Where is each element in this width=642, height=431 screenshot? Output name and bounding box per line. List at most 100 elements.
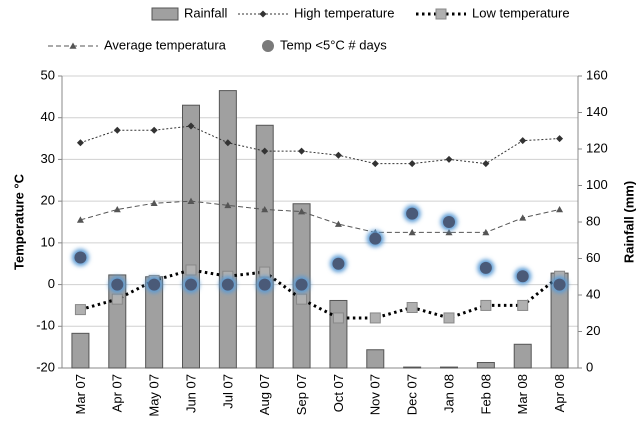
marker	[408, 228, 416, 236]
bar	[255, 124, 274, 369]
x-tick-label: Apr 07	[110, 374, 125, 412]
marker	[334, 151, 342, 159]
marker	[479, 261, 492, 274]
legend-marker	[435, 8, 447, 20]
legend-item: Low temperature	[416, 5, 570, 20]
marker	[295, 278, 308, 291]
marker	[443, 216, 455, 228]
y2-tick-label: 40	[586, 286, 600, 301]
marker	[150, 126, 158, 134]
marker	[556, 135, 564, 143]
y2-axis-title: Rainfall (mm)	[621, 181, 636, 263]
marker	[150, 199, 158, 207]
legend-label: Rainfall	[184, 5, 227, 20]
line	[80, 125, 560, 165]
legend-marker	[259, 10, 267, 18]
marker	[519, 214, 527, 221]
y-tick-label: 0	[48, 276, 55, 291]
marker	[74, 304, 86, 316]
y2-tick-label: 20	[586, 323, 600, 338]
marker	[258, 278, 271, 291]
legend-label: Average temperatura	[104, 37, 227, 52]
marker	[111, 293, 123, 305]
y-tick-label: -10	[36, 318, 55, 333]
marker	[298, 208, 306, 215]
series-line	[76, 197, 564, 236]
marker	[224, 139, 232, 147]
marker	[259, 266, 271, 278]
marker	[185, 278, 197, 291]
bar	[476, 362, 495, 369]
marker	[76, 139, 84, 147]
x-tick-label: Mar 07	[73, 374, 88, 414]
marker	[111, 278, 124, 291]
bar	[218, 90, 237, 369]
x-tick-label: Oct 07	[331, 374, 346, 412]
y-tick-label: 40	[41, 109, 55, 124]
marker	[556, 205, 564, 213]
y2-tick-label: 160	[586, 67, 608, 82]
y-tick-label: 50	[41, 67, 55, 82]
legend-swatch	[151, 7, 179, 21]
marker	[334, 220, 342, 227]
marker	[408, 160, 416, 168]
marker	[332, 257, 345, 270]
x-tick-label: Jan 08	[441, 374, 456, 413]
marker	[148, 278, 161, 291]
marker	[406, 302, 418, 314]
marker	[261, 205, 269, 213]
marker	[298, 147, 306, 155]
legend-item: Average temperatura	[48, 37, 227, 52]
bar	[403, 366, 422, 369]
y-tick-label: 30	[41, 151, 55, 166]
line	[80, 200, 560, 233]
bar	[440, 366, 458, 369]
marker	[519, 137, 527, 145]
marker	[187, 197, 195, 204]
x-tick-label: Apr 08	[552, 374, 567, 412]
legend-marker	[262, 40, 274, 52]
bar	[329, 299, 348, 369]
marker	[221, 278, 234, 291]
marker	[516, 270, 529, 283]
x-tick-label: Aug 07	[257, 374, 272, 415]
marker	[445, 228, 453, 236]
y-tick-label: 10	[41, 234, 55, 249]
marker	[371, 160, 379, 168]
y2-tick-label: 80	[586, 213, 600, 228]
legend-item: Rainfall	[151, 5, 227, 21]
y-tick-label: 20	[41, 193, 55, 208]
marker	[296, 293, 308, 305]
marker	[443, 312, 455, 324]
y-axis-title: Temperature °C	[11, 173, 26, 270]
marker	[76, 216, 84, 223]
marker	[187, 122, 195, 130]
y2-tick-label: 120	[586, 140, 608, 155]
marker	[185, 264, 197, 276]
legend-marker	[69, 42, 77, 49]
legend-item: High temperature	[238, 5, 394, 20]
y-tick-label: -20	[36, 359, 55, 374]
y2-tick-label: 140	[586, 104, 608, 119]
bar	[182, 104, 200, 369]
marker	[553, 278, 566, 291]
marker	[224, 201, 232, 209]
y2-tick-label: 100	[586, 177, 608, 192]
line	[80, 268, 561, 320]
marker	[406, 207, 419, 220]
y2-tick-label: 60	[586, 250, 600, 265]
x-tick-label: Mar 08	[515, 374, 530, 414]
legend-item: Temp <5°C # days	[262, 37, 387, 52]
marker	[332, 312, 344, 324]
marker	[445, 155, 453, 163]
bar	[513, 343, 532, 369]
legend-label: Temp <5°C # days	[280, 37, 387, 52]
marker	[480, 299, 492, 311]
x-tick-label: Feb 08	[478, 374, 493, 414]
x-tick-label: Jun 07	[183, 374, 198, 413]
marker	[261, 147, 269, 155]
x-tick-label: Sep 07	[294, 374, 309, 415]
legend-label: Low temperature	[472, 5, 570, 20]
marker	[113, 126, 121, 134]
